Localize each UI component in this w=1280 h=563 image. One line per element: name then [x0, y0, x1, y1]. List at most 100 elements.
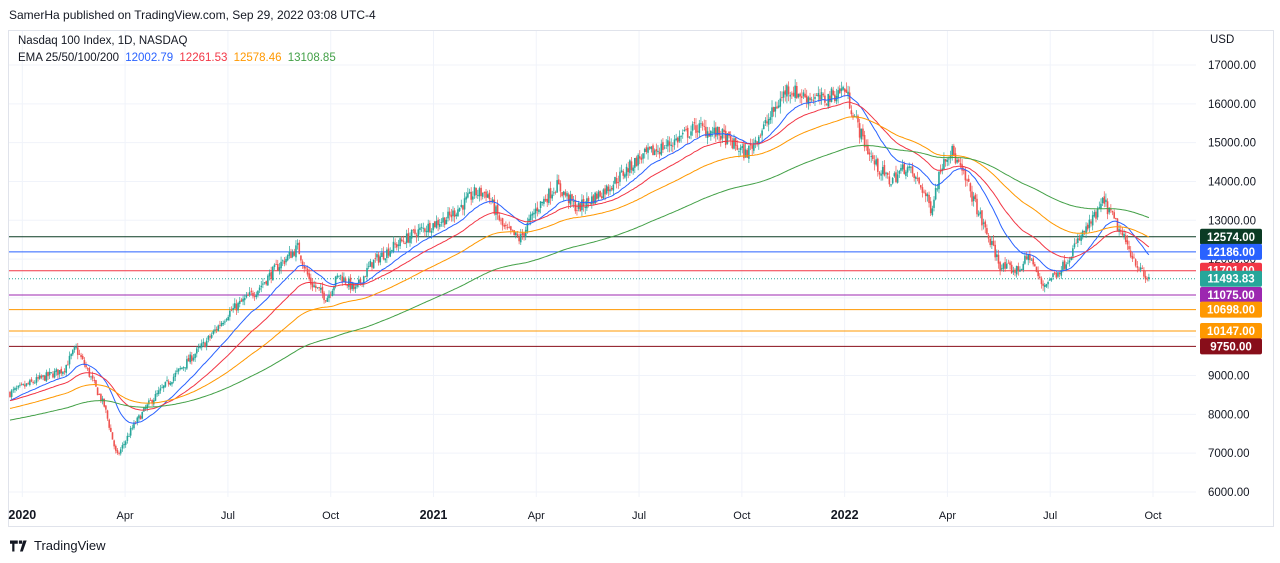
- candle-body: [976, 198, 978, 215]
- candle-body: [743, 144, 745, 159]
- candle-body: [172, 376, 175, 382]
- candle-body: [159, 388, 162, 391]
- candle-body: [779, 98, 782, 107]
- candle-body: [739, 147, 742, 151]
- candle-body: [443, 217, 446, 225]
- candle-body: [429, 222, 431, 232]
- candle-body: [624, 174, 626, 178]
- candle-body: [685, 129, 687, 130]
- candle-body: [400, 239, 403, 242]
- candle-body: [83, 359, 86, 366]
- candle-body: [129, 428, 132, 436]
- candle-body: [389, 250, 391, 257]
- candle-body: [829, 95, 831, 102]
- candle-body: [447, 211, 449, 219]
- candle-body: [1052, 273, 1054, 278]
- candle-body: [863, 135, 866, 148]
- candle-body: [875, 159, 877, 165]
- candle-body: [457, 209, 459, 217]
- candle-body: [371, 262, 373, 268]
- candle-body: [237, 302, 239, 311]
- candle-body: [733, 138, 735, 149]
- candle-body: [1083, 230, 1086, 233]
- candle-body: [1096, 208, 1099, 218]
- candle-body: [513, 230, 515, 235]
- candle-body: [1086, 224, 1089, 230]
- candle-body: [493, 199, 496, 214]
- candle-body: [1043, 285, 1046, 288]
- candle-body: [521, 232, 524, 235]
- candle-body: [729, 135, 732, 141]
- candle-body: [425, 230, 428, 233]
- candle-body: [338, 275, 340, 277]
- candle-body: [458, 207, 461, 211]
- candle-body: [592, 195, 595, 204]
- candle-body: [470, 191, 472, 200]
- candle-body: [971, 191, 973, 202]
- legend-ema[interactable]: EMA 25/50/100/200 12002.79 12261.53 1257…: [18, 52, 339, 64]
- candle-body: [652, 145, 654, 156]
- price-badge-label: 9750.00: [1210, 341, 1252, 353]
- candle-body: [476, 194, 479, 196]
- candle-body: [1014, 269, 1016, 273]
- candle-body: [483, 192, 486, 194]
- candle-body: [881, 166, 884, 175]
- candle-body: [197, 347, 200, 349]
- candle-body: [911, 166, 914, 174]
- candle-body: [267, 275, 269, 286]
- candle-body: [319, 287, 322, 290]
- candle-body: [323, 292, 325, 301]
- candle-body: [1110, 209, 1112, 211]
- candle-body: [262, 283, 264, 285]
- candle-body: [1020, 268, 1023, 270]
- price-badge-label: 10147.00: [1207, 326, 1255, 338]
- candle-body: [424, 228, 426, 232]
- candle-body: [784, 90, 787, 95]
- currency-label: USD: [1210, 34, 1235, 46]
- grid-layer: [9, 31, 1196, 497]
- candle-body: [399, 238, 401, 247]
- candle-body: [762, 124, 765, 130]
- candle-body: [194, 353, 196, 359]
- candle-body: [820, 92, 823, 100]
- candle-body: [372, 259, 375, 269]
- candle-body: [1100, 203, 1102, 209]
- candle-body: [819, 94, 821, 100]
- candle-body: [1024, 255, 1026, 264]
- candle-body: [804, 93, 806, 98]
- candle-body: [410, 229, 413, 239]
- candle-body: [718, 126, 720, 136]
- candle-body: [1101, 197, 1104, 203]
- candle-body: [20, 383, 23, 385]
- candle-body: [870, 155, 872, 157]
- candle-body: [354, 286, 357, 289]
- candle-body: [434, 221, 436, 228]
- price-badge-label: 11075.00: [1207, 290, 1254, 302]
- candle-body: [27, 383, 29, 385]
- candle-body: [843, 88, 846, 92]
- candle-body: [240, 299, 243, 302]
- price-badge: [1200, 243, 1262, 260]
- candle-body: [263, 282, 266, 284]
- tradingview-footer[interactable]: TradingView: [10, 538, 106, 553]
- candle-body: [100, 394, 102, 402]
- candle-body: [281, 260, 284, 262]
- candle-body: [1055, 272, 1058, 278]
- candle-body: [657, 150, 659, 153]
- candle-body: [1085, 226, 1087, 233]
- candle-body: [19, 384, 21, 386]
- candle-body: [792, 92, 795, 97]
- candle-body: [903, 163, 906, 174]
- candle-body: [381, 252, 383, 257]
- candle-body: [1113, 212, 1115, 219]
- candle-body: [258, 287, 261, 291]
- candle-body: [321, 286, 324, 294]
- candle-body: [47, 372, 49, 377]
- candle-body: [1116, 218, 1119, 232]
- candle-body: [191, 355, 193, 362]
- candle-body: [938, 171, 940, 190]
- legend-symbol[interactable]: Nasdaq 100 Index, 1D, NASDAQ: [18, 35, 188, 47]
- chart-frame[interactable]: [8, 30, 1274, 527]
- candle-body: [749, 143, 752, 146]
